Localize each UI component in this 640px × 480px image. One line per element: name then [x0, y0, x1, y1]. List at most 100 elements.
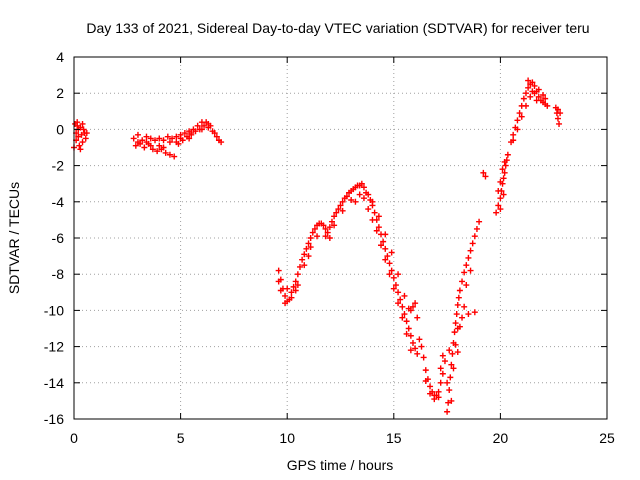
data-point	[497, 195, 504, 202]
data-point	[469, 240, 476, 247]
data-point	[82, 135, 89, 142]
data-point	[403, 318, 410, 325]
plot-frame	[73, 56, 608, 420]
data-point	[352, 198, 359, 205]
data-point	[186, 135, 193, 142]
data-point	[309, 229, 316, 236]
data-point	[296, 263, 303, 270]
data-point	[382, 256, 389, 263]
data-point	[380, 238, 387, 245]
data-point	[409, 303, 416, 310]
data-point	[331, 222, 338, 229]
data-point	[500, 175, 507, 182]
data-point	[535, 93, 542, 100]
data-point	[205, 120, 212, 127]
y-tick-label: -16	[44, 411, 64, 427]
data-point	[495, 187, 502, 194]
data-point	[365, 191, 372, 198]
data-point	[463, 282, 470, 289]
data-point	[141, 144, 148, 151]
data-point	[403, 330, 410, 337]
data-point	[147, 142, 154, 149]
data-point	[392, 282, 399, 289]
data-point	[441, 358, 448, 365]
data-point	[471, 309, 478, 316]
data-point	[76, 142, 83, 149]
data-point	[156, 135, 163, 142]
data-point	[390, 285, 397, 292]
data-point	[399, 303, 406, 310]
data-point	[211, 130, 218, 137]
data-point	[384, 253, 391, 260]
data-point	[445, 399, 452, 406]
data-point	[75, 133, 82, 140]
data-point	[301, 251, 308, 258]
data-point	[447, 374, 454, 381]
data-point	[405, 305, 412, 312]
data-point	[520, 95, 527, 102]
data-point	[386, 271, 393, 278]
data-point	[307, 235, 314, 241]
data-point	[147, 135, 154, 142]
data-point	[218, 139, 225, 146]
data-point	[504, 151, 511, 158]
data-points	[71, 77, 564, 415]
data-point	[382, 245, 389, 252]
data-point	[439, 370, 446, 377]
data-point	[343, 193, 350, 200]
data-point	[527, 93, 534, 100]
data-point	[160, 144, 167, 151]
data-point	[171, 153, 178, 160]
data-point	[339, 207, 346, 214]
data-point	[435, 394, 442, 401]
chart-title: Day 133 of 2021, Sidereal Day-to-day VTE…	[86, 20, 589, 36]
data-point	[465, 254, 472, 261]
data-point	[407, 332, 414, 339]
data-point	[467, 247, 474, 254]
data-point	[294, 271, 301, 278]
data-point	[463, 262, 470, 269]
data-point	[529, 79, 536, 86]
y-tick-label: -12	[44, 339, 64, 355]
y-tick-label: 4	[56, 49, 64, 65]
data-point	[518, 113, 525, 120]
data-point	[134, 131, 141, 138]
data-point	[365, 206, 372, 213]
data-point	[188, 130, 195, 137]
data-point	[501, 169, 508, 176]
data-point	[542, 95, 549, 102]
data-point	[386, 260, 393, 267]
data-point	[299, 256, 306, 263]
data-point	[320, 222, 327, 229]
data-point	[448, 397, 455, 404]
data-point	[525, 77, 532, 84]
data-point	[156, 142, 163, 149]
data-point	[181, 130, 188, 137]
data-point	[80, 126, 87, 133]
y-tick-label: 0	[56, 121, 64, 137]
data-point	[143, 139, 150, 146]
data-point	[326, 224, 333, 231]
data-point	[422, 367, 429, 374]
data-point	[493, 209, 500, 216]
y-tick-label: 2	[56, 85, 64, 101]
data-point	[378, 242, 385, 249]
data-point	[275, 278, 282, 285]
data-point	[401, 292, 408, 299]
data-point	[461, 269, 468, 276]
data-point	[427, 390, 434, 397]
data-point	[303, 245, 310, 252]
data-point	[456, 323, 463, 330]
data-point	[502, 162, 509, 169]
data-point	[201, 122, 208, 129]
data-point	[522, 90, 529, 97]
data-point	[437, 379, 444, 386]
data-point	[452, 320, 459, 327]
x-tick-label: 0	[70, 430, 78, 446]
data-point	[405, 325, 412, 332]
data-point	[439, 352, 446, 359]
data-point	[198, 126, 205, 133]
data-point	[501, 158, 508, 165]
data-point	[177, 135, 184, 142]
